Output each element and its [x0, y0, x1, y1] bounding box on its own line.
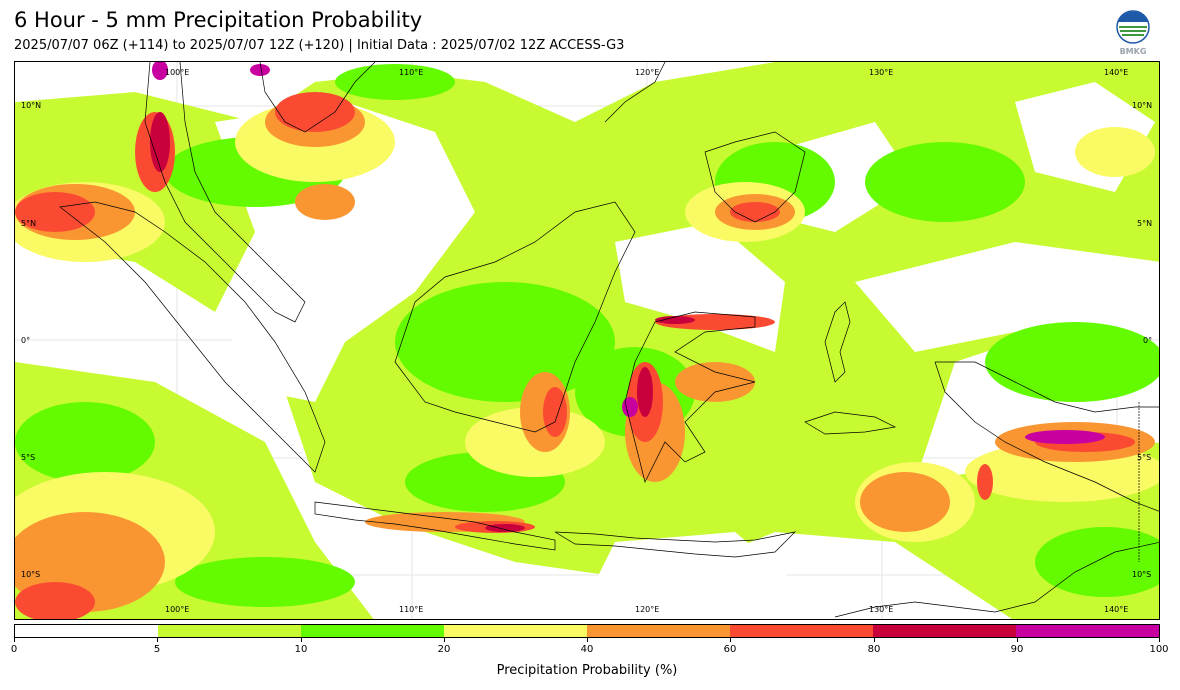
colorbar-tick-mark	[301, 638, 302, 642]
java-coast	[314, 501, 556, 551]
australia-north-coast	[834, 542, 1159, 618]
colorbar-tick-mark	[444, 638, 445, 642]
halmahera-coast	[824, 301, 851, 383]
logo-text: BMKG	[1120, 47, 1147, 56]
philippines-south-coast	[704, 131, 806, 223]
colorbar	[14, 624, 1160, 638]
colorbar-title: Precipitation Probability (%)	[496, 663, 678, 678]
lon-bottom-label: 140°E	[1104, 605, 1129, 614]
prob-80-90-area	[150, 112, 695, 532]
lon-bottom-label: 100°E	[165, 605, 190, 614]
lon-top-label: 110°E	[399, 68, 424, 77]
bmkg-logo: BMKG	[1114, 10, 1152, 56]
lon-top-label: 140°E	[1104, 68, 1129, 77]
lon-top-label: 120°E	[635, 68, 660, 77]
lon-top-label: 130°E	[869, 68, 894, 77]
indochina-coast	[259, 62, 376, 133]
lat-right-label: 5°N	[1137, 219, 1153, 228]
lesser-sunda-coast	[554, 531, 797, 558]
coastlines	[59, 62, 1159, 618]
map-subtitle: 2025/07/07 06Z (+114) to 2025/07/07 12Z …	[14, 38, 625, 53]
lat-right-label: 10°S	[1132, 570, 1152, 579]
malay-peninsula-coast	[144, 62, 306, 323]
lat-right-label: 0°	[1143, 336, 1153, 345]
seram-coast	[804, 411, 897, 435]
lon-bottom-label: 110°E	[399, 605, 424, 614]
lat-left-label: 5°S	[21, 453, 36, 462]
colorbar-tick-mark	[730, 638, 731, 642]
precipitation-map: 100°E 110°E 120°E 130°E 140°E 100°E 110°…	[14, 61, 1160, 620]
colorbar-tick-label: 100	[1149, 644, 1169, 655]
colorbar-segment	[158, 625, 301, 637]
lon-top-label: 100°E	[165, 68, 190, 77]
lat-left-label: 10°N	[21, 101, 42, 110]
colorbar-tick-mark	[1159, 638, 1160, 642]
sumatra-coast	[59, 201, 326, 473]
colorbar-tick-label: 0	[10, 644, 18, 655]
colorbar-tick-label: 10	[294, 644, 308, 655]
colorbar-tick-label: 80	[867, 644, 881, 655]
colorbar-tick-label: 60	[723, 644, 737, 655]
philippines-west-coast	[604, 62, 666, 123]
colorbar-segment	[873, 625, 1016, 637]
colorbar-segment	[1016, 625, 1159, 637]
precipitation-field	[15, 62, 1159, 619]
sulawesi-coast	[624, 311, 756, 484]
map-title: 6 Hour - 5 mm Precipitation Probability	[14, 8, 423, 32]
colorbar-tick-label: 40	[580, 644, 594, 655]
colorbar-tick-mark	[14, 638, 15, 642]
colorbar-segment	[730, 625, 873, 637]
colorbar-segment	[444, 625, 587, 637]
prob-90-100-area	[152, 62, 1105, 444]
new-guinea-coast	[934, 361, 1159, 512]
colorbar-tick-mark	[157, 638, 158, 642]
colorbar-ticks: 0 5 10 20 40 60 80 90 100	[10, 638, 1169, 658]
lat-right-label: 5°S	[1137, 453, 1152, 462]
colorbar-tick-label: 5	[153, 644, 161, 655]
colorbar-tick-label: 90	[1010, 644, 1024, 655]
colorbar-tick-mark	[1017, 638, 1018, 642]
borneo-coast	[394, 201, 636, 433]
lat-right-label: 10°N	[1132, 101, 1153, 110]
bmkg-globe-logo-icon: BMKG	[1116, 10, 1150, 56]
colorbar-segment	[587, 625, 730, 637]
lat-left-label: 5°N	[21, 219, 37, 228]
colorbar-tick-label: 20	[437, 644, 451, 655]
colorbar-segment	[301, 625, 444, 637]
lon-bottom-label: 130°E	[869, 605, 894, 614]
lat-left-label: 0°	[21, 336, 31, 345]
colorbar-segment	[15, 625, 158, 637]
colorbar-tick-mark	[587, 638, 588, 642]
prob-10-20-area	[15, 64, 1159, 607]
lat-left-label: 10°S	[21, 570, 41, 579]
lon-bottom-label: 120°E	[635, 605, 660, 614]
colorbar-tick-mark	[874, 638, 875, 642]
